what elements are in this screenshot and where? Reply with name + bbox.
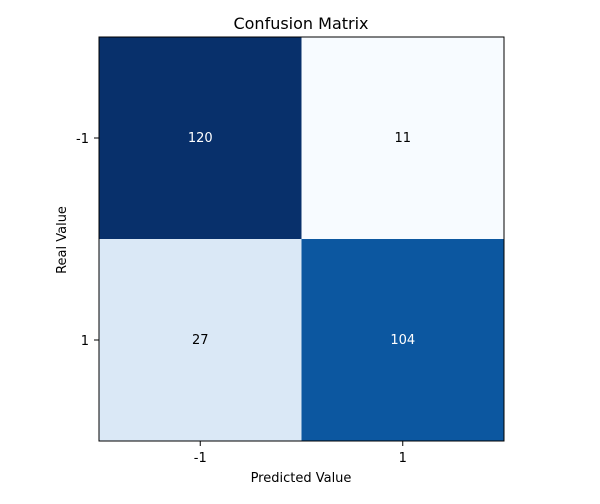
x-tick-label: 1 [399, 451, 407, 466]
chart-title: Confusion Matrix [233, 14, 368, 33]
plot-frame [98, 36, 505, 442]
heatmap-cell [301, 239, 504, 441]
y-axis-label: Real Value [55, 206, 70, 274]
x-tick-label: -1 [194, 451, 207, 466]
y-axis-ticks: -1 1 [76, 132, 99, 349]
cell-value-label: 104 [390, 333, 415, 348]
heatmap-cell [301, 37, 504, 239]
heatmap-cell [99, 37, 302, 239]
x-axis-label: Predicted Value [251, 471, 352, 486]
heatmap-cell [99, 239, 302, 441]
cell-value-label: 27 [192, 333, 209, 348]
heatmap-cells [99, 37, 504, 441]
cell-value-label: 11 [394, 131, 411, 146]
y-tick-label: 1 [81, 334, 89, 349]
cell-value-labels: 120 11 27 104 [188, 131, 415, 348]
x-axis-ticks: -1 1 [194, 441, 407, 466]
y-tick-label: -1 [76, 132, 89, 147]
cell-value-label: 120 [188, 131, 213, 146]
